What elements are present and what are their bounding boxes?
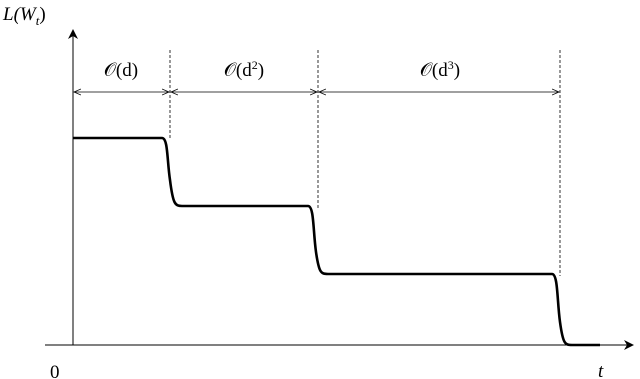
origin-label: 0 (50, 362, 60, 379)
interval-close: ) (454, 60, 460, 81)
y-label-close: ) (39, 4, 45, 25)
y-axis-label: L(Wt) (2, 4, 46, 28)
interval-close: ) (258, 60, 264, 81)
interval-base: 𝒪(d (224, 60, 252, 81)
interval-close: ) (132, 60, 138, 81)
interval-sup: 2 (252, 58, 258, 72)
interval-sup: 3 (448, 58, 454, 72)
interval-label: 𝒪(d) (104, 60, 138, 81)
x-axis-label: t (598, 361, 604, 379)
interval-label: 𝒪(d2) (224, 58, 264, 81)
y-label-base: L(W (2, 4, 38, 25)
loss-curve (73, 136, 600, 347)
interval-label: 𝒪(d3) (420, 58, 460, 81)
interval-base: 𝒪(d (420, 60, 448, 81)
interval-base: 𝒪(d (104, 60, 132, 81)
y-label-sub: t (36, 13, 40, 28)
